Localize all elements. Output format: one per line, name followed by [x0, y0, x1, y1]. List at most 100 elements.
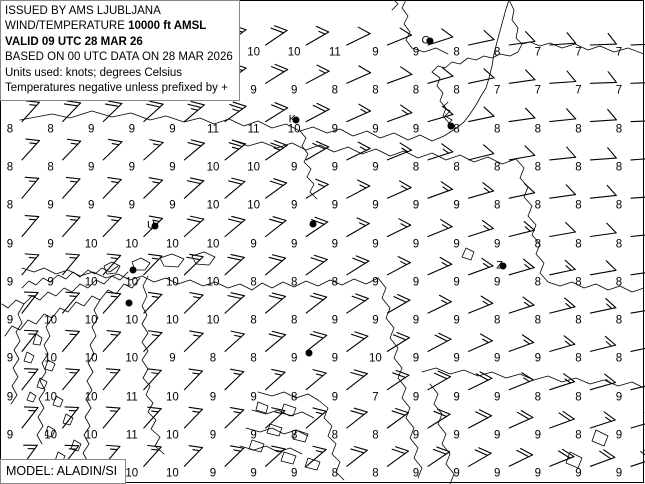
station-label: U	[147, 219, 155, 232]
temperature-value: 8	[250, 276, 257, 289]
temperature-value: 8	[47, 161, 54, 174]
temperature-value: 9	[615, 467, 623, 480]
temperature-value: 9	[493, 390, 501, 403]
station-dot	[151, 222, 159, 230]
temperature-value: 9	[534, 352, 541, 365]
temperature-value: 8	[575, 276, 582, 289]
temperature-value: 10	[125, 276, 139, 289]
legend-issued-by: ISSUED BY AMS LJUBLJANA	[5, 5, 161, 17]
temperature-value: 9	[372, 46, 379, 59]
temperature-value: 9	[169, 161, 176, 174]
temperature-value: 9	[250, 390, 257, 403]
station-dot	[309, 220, 317, 228]
temperature-value: 10	[84, 314, 98, 327]
station-dot	[125, 299, 133, 307]
temperature-value: 9	[209, 467, 217, 480]
temperature-value: 9	[615, 390, 623, 403]
temperature-value: 9	[47, 199, 54, 212]
station-dot	[499, 262, 507, 270]
temperature-value: 8	[615, 199, 623, 212]
temperature-value: 10	[84, 237, 98, 250]
model-label: MODEL: ALADIN/SI	[6, 464, 118, 478]
temperature-value: 9	[372, 237, 379, 250]
temperature-value: 9	[128, 161, 135, 174]
temperature-value: 10	[368, 352, 382, 365]
temperature-value: 8	[412, 161, 420, 174]
temperature-value: 9	[412, 199, 420, 212]
temperature-value: 8	[453, 84, 460, 97]
legend-valid-time: VALID 09 UTC 28 MAR 26	[5, 35, 143, 48]
temperature-value: 7	[575, 46, 582, 59]
temperature-value: 10	[125, 352, 139, 365]
temperature-value: 9	[453, 314, 460, 327]
temperature-value: 9	[169, 199, 176, 212]
temperature-value: 9	[453, 467, 460, 480]
station-dot	[426, 37, 434, 45]
station-label: Z	[496, 259, 503, 272]
temperature-value: 9	[331, 390, 338, 403]
temperature-value: 8	[372, 84, 379, 97]
temperature-value: 8	[534, 161, 541, 174]
temperature-value: 10	[165, 314, 179, 327]
temperature-value: 8	[290, 429, 298, 442]
temperature-value: 9	[209, 390, 217, 403]
temperature-value: 9	[412, 276, 420, 289]
temperature-value: 7	[493, 84, 501, 97]
temperature-value: 9	[453, 429, 460, 442]
temperature-value: 10	[44, 314, 57, 327]
temperature-value: 9	[87, 199, 95, 212]
temperature-value: 8	[6, 161, 14, 174]
temperature-value: 8	[372, 467, 379, 480]
temperature-value: 8	[493, 199, 501, 212]
temperature-value: 9	[87, 122, 95, 135]
temperature-value: 11	[207, 122, 219, 135]
station-label: G	[421, 34, 430, 47]
temperature-value: 8	[412, 84, 420, 97]
temperature-value: 8	[575, 429, 582, 442]
temperature-value: 9	[290, 199, 298, 212]
temperature-value: 10	[44, 390, 57, 403]
temperature-value: 8	[493, 122, 501, 135]
station-dot	[447, 122, 455, 130]
temperature-value: 8	[534, 390, 541, 403]
temperature-value: 10	[125, 314, 139, 327]
temperature-value: 8	[534, 314, 541, 327]
temperature-value: 9	[453, 237, 460, 250]
temperature-value: 9	[169, 352, 176, 365]
temperature-value: 7	[372, 390, 379, 403]
temperature-value: 9	[209, 429, 217, 442]
temperature-value: 9	[331, 314, 338, 327]
temperature-value: 9	[453, 199, 460, 212]
temperature-value: 7	[534, 84, 541, 97]
temperature-value: 9	[331, 161, 338, 174]
temperature-value: 8	[615, 161, 623, 174]
temperature-value: 8	[575, 237, 582, 250]
temperature-value: 9	[290, 467, 298, 480]
temperature-value: 10	[165, 429, 179, 442]
temperature-value: 9	[290, 237, 298, 250]
temperature-value: 9	[250, 467, 257, 480]
temperature-value: 9	[6, 276, 14, 289]
temperature-value: 9	[453, 390, 460, 403]
temperature-value: 8	[331, 276, 338, 289]
temperature-value: 10	[206, 237, 220, 250]
temperature-value: 9	[331, 352, 338, 365]
temperature-value: 9	[6, 352, 14, 365]
station-label: K	[288, 113, 296, 126]
temperature-value: 8	[575, 352, 582, 365]
temperature-value: 9	[250, 429, 257, 442]
temperature-value: 7	[575, 84, 582, 97]
temperature-value: 9	[412, 429, 420, 442]
temperature-value: 9	[493, 352, 501, 365]
temperature-value: 10	[287, 46, 301, 59]
temperature-value: 11	[125, 390, 138, 403]
legend-temp-note: Temperatures negative unless prefixed by…	[5, 82, 228, 95]
temperature-value: 8	[575, 314, 582, 327]
temperature-value: 10	[206, 161, 220, 174]
temperature-value: 9	[290, 352, 298, 365]
temperature-value: 10	[125, 467, 139, 480]
temperature-value: 10	[165, 237, 179, 250]
temperature-value: 10	[165, 390, 179, 403]
temperature-value: 8	[534, 276, 541, 289]
